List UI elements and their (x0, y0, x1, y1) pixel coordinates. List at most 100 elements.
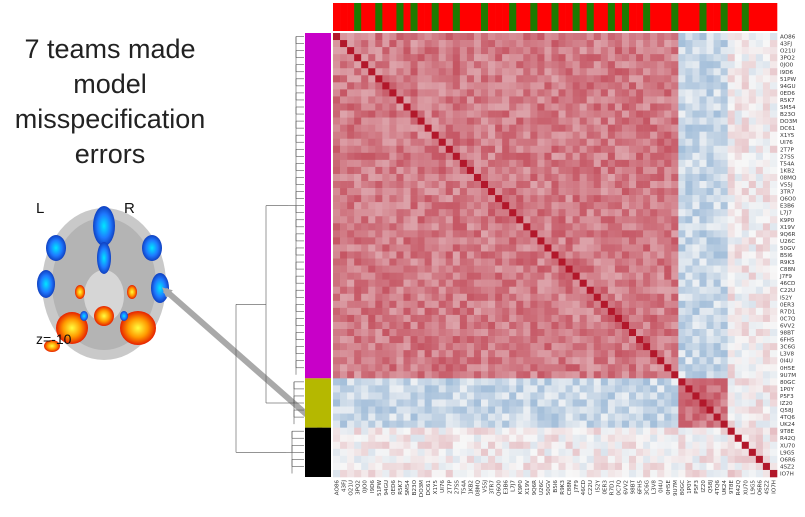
heatmap-cell (671, 427, 679, 436)
column-label: X19V (525, 480, 531, 495)
heatmap-cell (481, 307, 489, 316)
heatmap-cell (748, 427, 757, 436)
heatmap-cell (586, 96, 595, 104)
heatmap-cell (537, 47, 545, 55)
heatmap-cell (607, 420, 616, 428)
heatmap-cell (389, 448, 397, 457)
heatmap-cell (361, 413, 369, 421)
heatmap-cell (664, 223, 672, 231)
heatmap-cell (537, 321, 545, 330)
heatmap-cell (727, 258, 736, 266)
heatmap-cell (431, 300, 440, 309)
heatmap-cell (361, 89, 369, 97)
heatmap-cell (417, 279, 425, 288)
heatmap-cell (741, 89, 750, 97)
heatmap-cell (530, 441, 538, 450)
heatmap-cell (361, 286, 369, 295)
heatmap-cell (340, 47, 348, 55)
heatmap-cell (734, 286, 743, 295)
heatmap-cell (375, 329, 383, 337)
heatmap-cell (509, 462, 517, 471)
column-label: 08MQ (475, 479, 481, 496)
heatmap-cell (417, 329, 425, 337)
heatmap-cell (629, 237, 637, 245)
heatmap-cell (481, 103, 489, 111)
heatmap-cell (586, 223, 595, 231)
heatmap-cell (607, 202, 616, 210)
heatmap-cell (375, 47, 383, 55)
heatmap-cell (572, 469, 580, 478)
heatmap-cell (720, 392, 728, 400)
heatmap-cell (368, 40, 376, 48)
heatmap-cell (431, 230, 440, 238)
heatmap-cell (678, 286, 686, 295)
heatmap-cell (403, 40, 411, 48)
heatmap-cell (340, 68, 348, 76)
heatmap-cell (762, 357, 771, 365)
heatmap-cell (544, 448, 552, 457)
heatmap-cell (579, 166, 588, 175)
heatmap-cell (530, 357, 538, 365)
heatmap-cell (502, 286, 510, 295)
heatmap-cell (727, 195, 736, 203)
heatmap-cell (417, 110, 425, 118)
heatmap-cell (558, 75, 566, 83)
heatmap-cell (586, 230, 595, 238)
heatmap-cell (488, 145, 496, 154)
heatmap-cell (572, 455, 580, 464)
heatmap-cell (410, 378, 418, 386)
heatmap-cell (452, 462, 461, 471)
heatmap-cell (572, 188, 580, 196)
heatmap-cell (509, 61, 517, 69)
heatmap-cell (762, 75, 771, 83)
heatmap-cell (755, 385, 764, 393)
heatmap-cell (769, 237, 778, 245)
heatmap-cell (368, 202, 376, 210)
heatmap-cell (488, 181, 496, 189)
heatmap-cell (614, 462, 623, 471)
heatmap-cell (537, 413, 545, 421)
heatmap-cell (347, 209, 355, 217)
heatmap-cell (354, 392, 362, 400)
column-label: 0JO0 (363, 480, 369, 494)
heatmap-cell (621, 61, 630, 69)
heatmap-cell (431, 33, 440, 41)
heatmap-cell (600, 413, 609, 421)
heatmap-cell (565, 321, 573, 330)
heatmap-cell (466, 138, 475, 147)
heatmap-cell (368, 47, 376, 55)
row-label: 94GU (780, 84, 796, 90)
heatmap-cell (375, 371, 383, 379)
heatmap-cell (734, 357, 743, 365)
heatmap-cell (762, 434, 771, 443)
heatmap-cell (706, 314, 714, 323)
heatmap-cell (741, 434, 750, 443)
heatmap-cell (537, 75, 545, 83)
heatmap-cell (614, 406, 623, 414)
heatmap-cell (727, 166, 736, 175)
heatmap-cell (657, 392, 665, 400)
heatmap-cell (459, 258, 468, 266)
heatmap-cell (678, 244, 686, 252)
heatmap-cell (643, 47, 651, 55)
heatmap-cell (466, 223, 475, 231)
heatmap-cell (544, 378, 552, 386)
heatmap-cell (495, 399, 503, 407)
heatmap-cell (375, 462, 383, 471)
heatmap-cell (403, 251, 411, 259)
heatmap-cell (502, 455, 510, 464)
heatmap-cell (572, 265, 580, 273)
heatmap-cell (643, 145, 651, 154)
heatmap-cell (643, 293, 651, 302)
heatmap-cell (678, 392, 686, 400)
heatmap-cell (354, 378, 362, 386)
heatmap-cell (650, 427, 658, 436)
heatmap-cell (614, 336, 623, 344)
heatmap-cell (417, 251, 425, 259)
heatmap-cell (706, 279, 714, 288)
heatmap-cell (488, 378, 496, 386)
heatmap-cell (523, 216, 531, 224)
heatmap-cell (727, 68, 736, 76)
heatmap-cell (713, 434, 721, 443)
heatmap-cell (706, 195, 714, 203)
